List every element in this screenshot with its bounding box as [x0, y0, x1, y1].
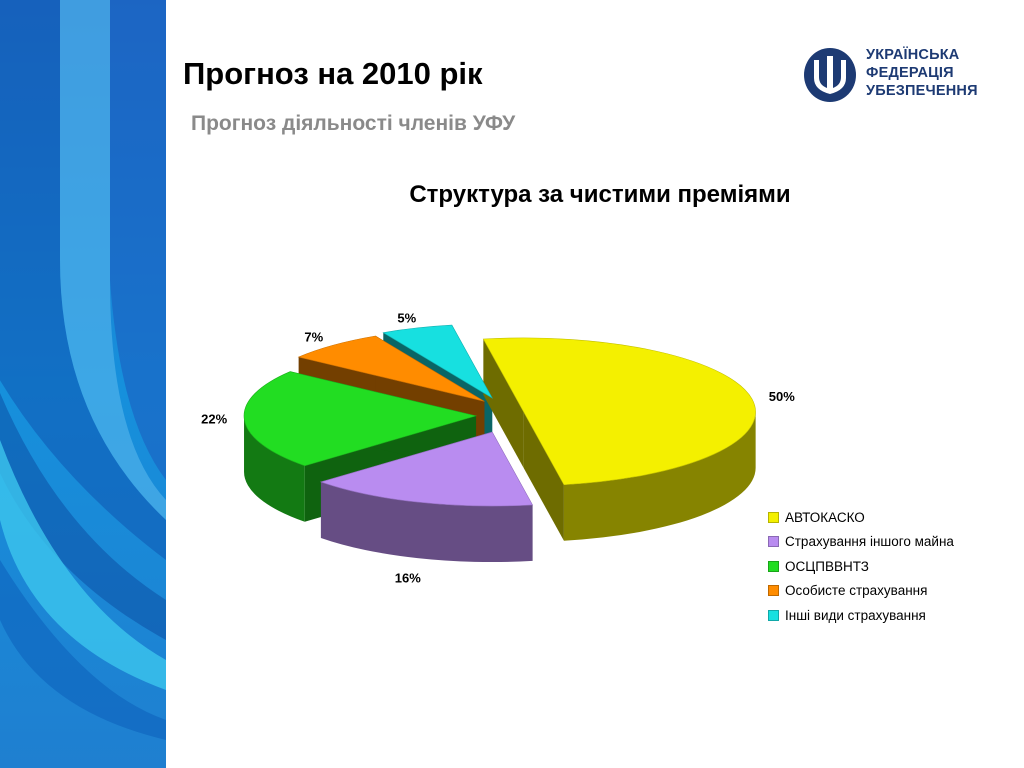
- legend-label: АВТОКАСКО: [785, 509, 865, 525]
- pie-slice-1: [319, 431, 534, 507]
- legend-swatch: [768, 609, 779, 621]
- slide-title: Прогноз на 2010 рік: [183, 56, 483, 91]
- legend-label: Особисте страхування: [785, 583, 928, 599]
- decorative-stripes: [0, 0, 166, 768]
- legend-item: АВТОКАСКО: [768, 505, 954, 530]
- legend-item: ОСЦПВВНТЗ: [768, 554, 954, 579]
- pie-slice-2: [243, 371, 478, 467]
- chart-legend: АВТОКАСКО Страхування іншого майна ОСЦПВВН…: [768, 505, 954, 628]
- slide-subtitle: Прогноз діяльності членів УФУ: [191, 112, 516, 135]
- logo-text-line2: ФЕДЕРАЦІЯ: [866, 65, 954, 81]
- legend-label: Інші види страхування: [785, 607, 926, 623]
- data-labels: 50% 16% 22% 7% 5%: [201, 310, 795, 585]
- pie-slice-side-0: [483, 338, 756, 541]
- chart-title: Структура за чистими преміями: [409, 181, 791, 208]
- data-label-2: 22%: [201, 411, 227, 426]
- legend-label: ОСЦПВВНТЗ: [785, 558, 869, 574]
- trident-icon: [804, 48, 856, 102]
- logo-text-line1: УКРАЇНСЬКА: [866, 47, 960, 63]
- legend-swatch: [768, 560, 779, 572]
- pie-slice-4: [382, 324, 493, 399]
- legend-item: Інші види страхування: [768, 603, 954, 628]
- data-label-0: 50%: [769, 389, 795, 404]
- legend-swatch: [768, 536, 779, 548]
- data-label-1: 16%: [395, 571, 421, 586]
- legend-item: Особисте страхування: [768, 579, 954, 604]
- pie-tops: [243, 324, 756, 507]
- data-label-3: 7%: [304, 329, 323, 344]
- logo-text-line3: УБЕЗПЕЧЕННЯ: [866, 83, 978, 99]
- data-label-4: 5%: [397, 310, 416, 325]
- legend-swatch: [768, 511, 779, 523]
- legend-swatch: [768, 585, 779, 597]
- legend-label: Страхування іншого майна: [785, 534, 954, 550]
- pie-slice-3: [297, 335, 485, 402]
- pie-slice-0: [482, 337, 756, 486]
- legend-item: Страхування іншого майна: [768, 530, 954, 555]
